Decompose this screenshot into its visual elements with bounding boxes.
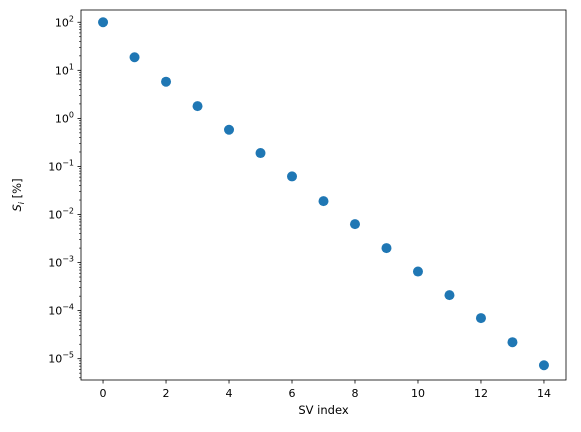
data-points (98, 17, 549, 371)
y-tick-label: 10−1 (48, 158, 74, 173)
y-tick-exponent: −1 (62, 158, 74, 167)
y-tick-label: 10−2 (48, 207, 74, 222)
x-tick-label: 0 (100, 387, 107, 400)
x-tick-label: 2 (163, 387, 170, 400)
y-axis-label-subscript: i (17, 201, 26, 204)
data-point (98, 17, 109, 28)
y-tick-label: 101 (55, 62, 74, 77)
x-tick-label: 12 (474, 387, 488, 400)
x-tick-label: 14 (537, 387, 551, 400)
y-axis-label-base: S (10, 204, 24, 211)
data-point (507, 337, 518, 348)
data-point (475, 313, 486, 324)
data-point (381, 243, 392, 254)
y-tick-label: 100 (55, 110, 74, 125)
y-axis-label-suffix: [%] (10, 178, 24, 202)
y-tick-exponent: 1 (69, 62, 74, 71)
data-point (287, 171, 298, 182)
y-tick-base: 10 (48, 160, 62, 173)
data-point (255, 148, 266, 159)
x-tick-label: 8 (351, 387, 358, 400)
data-point (412, 266, 423, 277)
plot-area-frame (80, 9, 567, 381)
y-tick-base: 10 (55, 112, 69, 125)
y-tick-exponent: 0 (69, 110, 74, 119)
y-tick-label: 10−4 (48, 303, 74, 318)
y-tick-exponent: −3 (62, 255, 74, 264)
y-tick-base: 10 (48, 353, 62, 366)
data-point (224, 124, 235, 135)
y-tick-exponent: −2 (62, 207, 74, 216)
y-tick-exponent: −5 (62, 351, 74, 360)
data-point (129, 52, 140, 63)
y-tick-base: 10 (48, 257, 62, 270)
x-axis-ticks: 0 2 4 6 8 10 12 14 (100, 380, 551, 400)
data-point (161, 76, 172, 87)
data-point (192, 101, 203, 112)
y-axis-label: Si [%] (10, 178, 26, 211)
x-tick-label: 4 (226, 387, 233, 400)
y-tick-base: 10 (55, 16, 69, 29)
y-axis-minor-ticks (79, 24, 81, 379)
data-point (349, 219, 360, 230)
data-point (538, 360, 549, 371)
y-tick-label: 102 (55, 14, 74, 29)
data-point (318, 196, 329, 207)
y-tick-base: 10 (48, 305, 62, 318)
y-tick-base: 10 (55, 64, 69, 77)
data-point (444, 290, 455, 301)
y-tick-base: 10 (48, 209, 62, 222)
x-axis-label: SV index (298, 403, 348, 417)
y-tick-label: 10−5 (48, 351, 74, 366)
x-tick-label: 10 (411, 387, 425, 400)
y-tick-exponent: 2 (69, 14, 74, 23)
y-tick-exponent: −4 (62, 303, 74, 312)
y-tick-label: 10−3 (48, 255, 74, 270)
x-tick-label: 6 (289, 387, 296, 400)
